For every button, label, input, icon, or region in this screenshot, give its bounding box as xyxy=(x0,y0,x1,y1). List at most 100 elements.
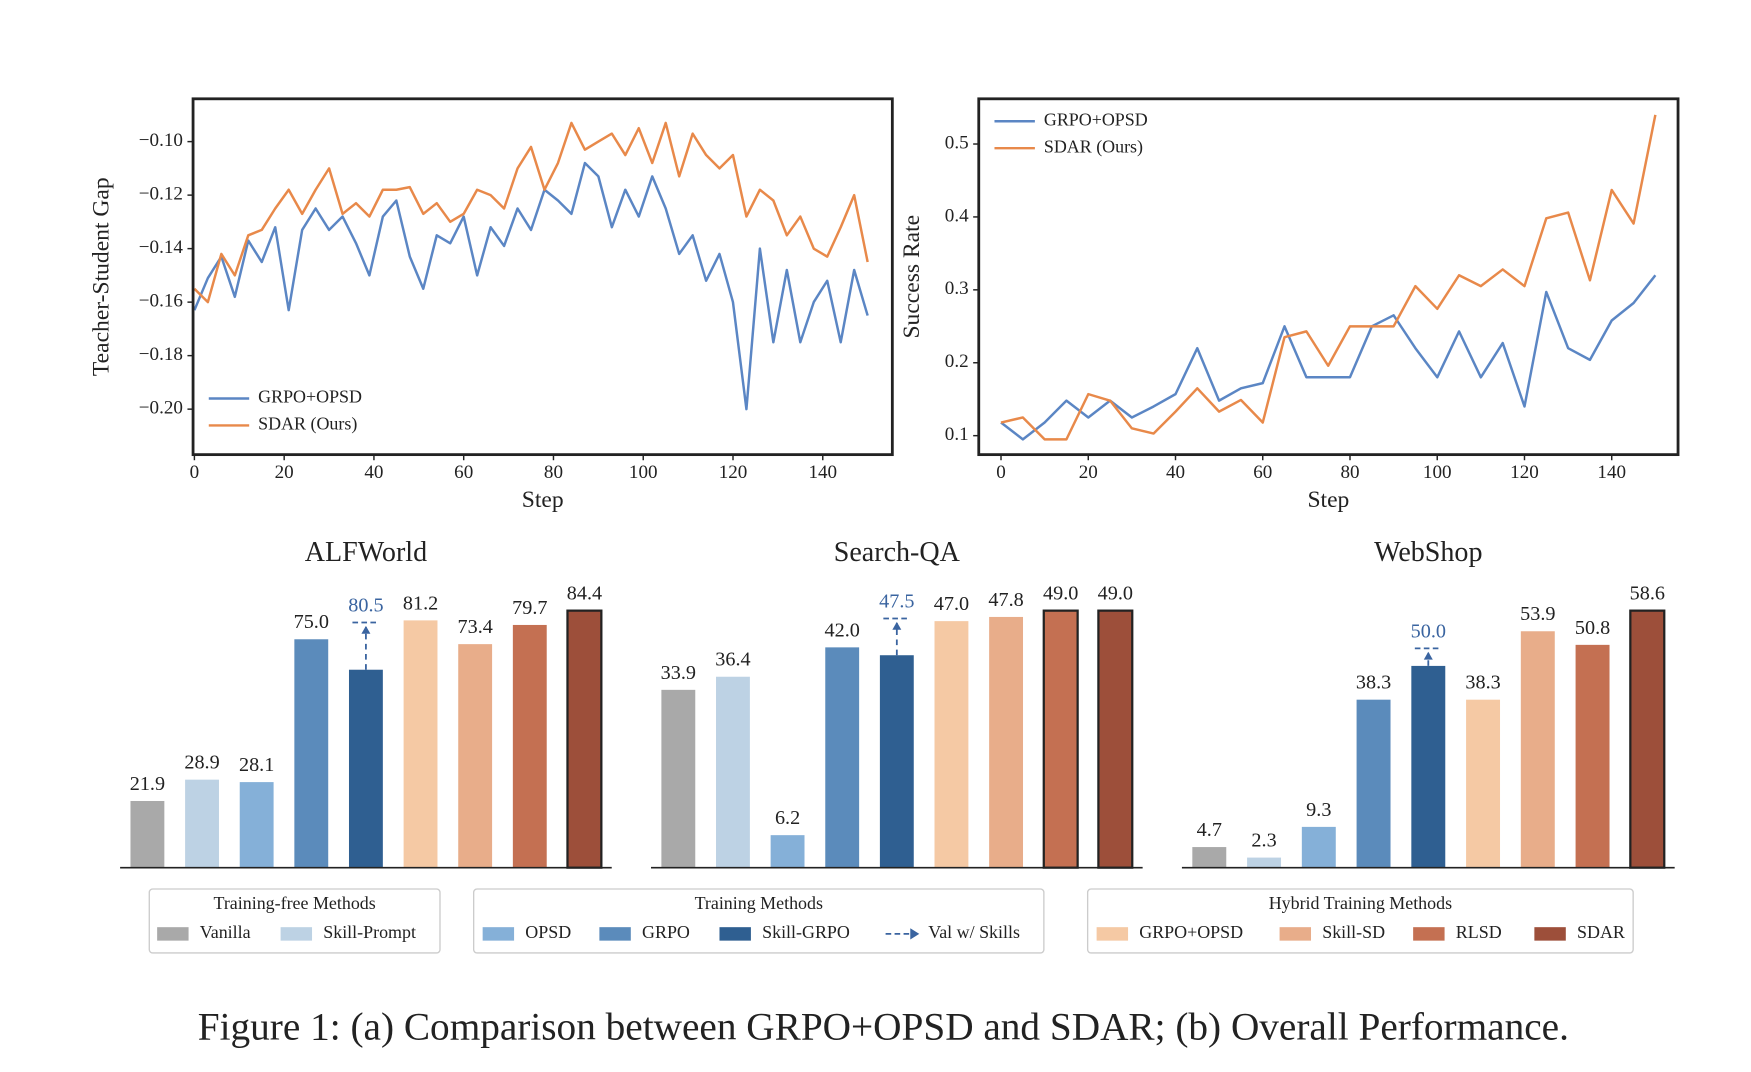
value-label: 47.8 xyxy=(988,589,1023,611)
x-tick-label: 40 xyxy=(1166,462,1185,483)
x-tick-label: 0 xyxy=(190,462,200,483)
value-label: 79.7 xyxy=(512,597,547,619)
x-tick-label: 80 xyxy=(1340,462,1359,483)
bar xyxy=(661,689,696,868)
y-tick-label: −0.18 xyxy=(139,344,183,365)
value-label: 28.9 xyxy=(184,752,219,774)
legend-label: SDAR (Ours) xyxy=(258,414,357,435)
value-label: 4.7 xyxy=(1197,819,1222,841)
chart-title: Search-QA xyxy=(834,537,961,568)
value-label: 42.0 xyxy=(825,619,860,641)
legend-title: Training-free Methods xyxy=(214,893,376,913)
bar xyxy=(989,616,1024,868)
x-tick-label: 100 xyxy=(629,462,658,483)
legend-swatch xyxy=(1279,927,1312,941)
chart-title: WebShop xyxy=(1374,537,1482,568)
val-skill-arrow xyxy=(1423,651,1433,660)
value-label: 53.9 xyxy=(1520,603,1555,625)
series-line xyxy=(1000,114,1657,441)
bar xyxy=(825,647,860,868)
legend-swatch xyxy=(157,927,189,941)
series-line xyxy=(193,121,869,304)
x-tick-label: 20 xyxy=(275,462,294,483)
value-label: 36.4 xyxy=(715,649,750,671)
value-label: 73.4 xyxy=(458,616,493,638)
value-label: 49.0 xyxy=(1098,583,1133,605)
legend-swatch xyxy=(599,927,631,941)
chart-title: ALFWorld xyxy=(305,537,427,568)
bar xyxy=(1466,699,1501,868)
bar xyxy=(879,655,914,868)
legend-label: Skill-GRPO xyxy=(762,922,850,942)
legend-swatch xyxy=(280,927,313,941)
caption: Figure 1: (a) Comparison between GRPO+OP… xyxy=(198,1005,1569,1048)
legend-arrow xyxy=(910,928,920,940)
legend-label: Skill-SD xyxy=(1322,922,1385,942)
bar xyxy=(185,779,219,868)
bar xyxy=(458,644,493,868)
bar xyxy=(239,782,274,868)
y-tick-label: −0.14 xyxy=(139,237,184,258)
legend-swatch xyxy=(719,927,751,941)
y-tick-label: 0.1 xyxy=(945,424,969,445)
series-line xyxy=(193,161,869,411)
bar xyxy=(512,624,547,868)
legend-label: SDAR xyxy=(1577,922,1625,942)
legend-label: GRPO+OPSD xyxy=(1139,922,1243,942)
y-tick-label: 0.2 xyxy=(945,351,969,372)
x-axis-label: Step xyxy=(522,487,564,513)
x-tick-label: 60 xyxy=(1253,462,1272,483)
legend-title: Training Methods xyxy=(695,893,823,913)
x-tick-label: 40 xyxy=(364,462,383,483)
x-tick-label: 120 xyxy=(1510,462,1539,483)
bar xyxy=(1356,699,1391,868)
bar xyxy=(130,800,165,868)
value-label: 38.3 xyxy=(1356,672,1391,694)
bar xyxy=(934,621,969,868)
bar xyxy=(1097,609,1134,869)
value-label: 21.9 xyxy=(130,773,165,795)
val-skill-arrow xyxy=(361,625,371,634)
bar xyxy=(770,835,805,868)
legend-swatch xyxy=(1413,927,1445,941)
value-label: 33.9 xyxy=(661,662,696,684)
y-tick-label: 0.3 xyxy=(945,278,969,299)
bar xyxy=(716,676,750,868)
value-label: 75.0 xyxy=(294,611,329,633)
y-axis-label: Success Rate xyxy=(899,215,925,339)
legend-label: SDAR (Ours) xyxy=(1044,136,1143,157)
x-tick-label: 120 xyxy=(719,462,748,483)
legend-box xyxy=(1086,888,1634,954)
y-axis-label: Teacher-Student Gap xyxy=(89,177,115,376)
axes-frame xyxy=(191,97,894,457)
val-skill-arrow xyxy=(892,621,902,630)
bar xyxy=(294,639,329,868)
x-tick-label: 80 xyxy=(544,462,563,483)
legend-label: Skill-Prompt xyxy=(323,922,416,942)
y-tick-label: 0.4 xyxy=(945,205,969,226)
val-skill-label: 47.5 xyxy=(879,590,914,612)
value-label: 38.3 xyxy=(1465,672,1500,694)
y-tick-label: −0.10 xyxy=(139,130,183,151)
x-tick-label: 100 xyxy=(1423,462,1452,483)
x-tick-label: 20 xyxy=(1079,462,1098,483)
bar xyxy=(1247,857,1282,868)
legend-label: Val w/ Skills xyxy=(928,922,1020,942)
bar xyxy=(1301,826,1336,868)
legend-label: GRPO xyxy=(642,922,690,942)
bar xyxy=(1520,631,1555,868)
legend-swatch xyxy=(1534,927,1566,941)
bar xyxy=(403,620,438,868)
legend-label: GRPO+OPSD xyxy=(258,387,362,407)
legend-title: Hybrid Training Methods xyxy=(1269,893,1452,913)
val-skill-label: 80.5 xyxy=(348,594,383,616)
legend-box xyxy=(148,888,441,954)
value-label: 50.8 xyxy=(1575,617,1610,639)
value-label: 84.4 xyxy=(567,583,602,605)
value-label: 6.2 xyxy=(775,807,800,829)
legend-swatch xyxy=(1096,927,1129,941)
value-label: 47.0 xyxy=(934,593,969,615)
bar xyxy=(1629,609,1666,869)
val-skill-label: 50.0 xyxy=(1411,620,1446,642)
